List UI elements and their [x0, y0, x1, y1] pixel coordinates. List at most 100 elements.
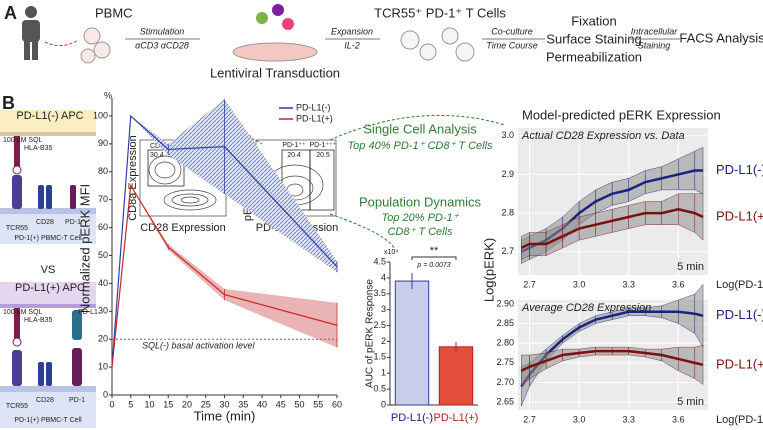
y-tick-label: 20 [98, 334, 108, 344]
error-band [168, 99, 225, 195]
y-tick-label: 0 [381, 399, 386, 409]
y-tick-label: 50 [98, 250, 108, 260]
significance: ** [430, 245, 439, 257]
x-tick-label: 3.3 [622, 279, 635, 289]
x-tick-label: 35 [238, 399, 248, 409]
bar [394, 280, 430, 406]
y-tick-label: 100 [93, 110, 108, 120]
y-tick-label: 0 [103, 389, 108, 399]
error-band [224, 288, 337, 348]
annotation: Top 40% PD-1⁺ CD8⁺ T Cells [347, 140, 493, 152]
cell-label: CD28 [36, 219, 54, 226]
error-band [130, 115, 169, 156]
legend-label: PD-L1(+) [716, 356, 763, 371]
cell-label: 100 µM SQL [3, 309, 43, 316]
x-tick-label: 2.7 [523, 279, 536, 289]
annotation: 5 min [677, 261, 704, 273]
gate-value: 30.4 [150, 152, 164, 159]
y-tick-label: 2.8 [501, 207, 514, 217]
cell-label: HLA-B35 [24, 317, 53, 324]
series-line [520, 349, 704, 372]
cell-label: PD-1(+) PBMC-T Cell [14, 417, 82, 424]
annotation: Single Cell Analysis [363, 121, 477, 136]
panel-label: B [2, 93, 15, 113]
gate-label: CD8⁺ [150, 143, 168, 150]
step-label: Fixation [571, 13, 617, 28]
y-tick-label: 70 [98, 194, 108, 204]
y-tick-label: 2.75 [496, 357, 514, 367]
annotation: SQL(-) basal activation level [142, 341, 256, 351]
step-label: TCR55⁺ PD-1⁺ T Cells [374, 5, 506, 20]
virus-icons [256, 4, 294, 30]
y-tick-label: 60 [98, 222, 108, 232]
gate-label: PD-1⁺⁺ [282, 142, 306, 149]
error-band [130, 185, 169, 250]
gate-value: 20.5 [316, 152, 330, 159]
axis-title: AUC of pERK Response [365, 279, 376, 388]
cell-label: TCR55 [6, 225, 28, 232]
y-tick-label: 2.5 [373, 320, 386, 330]
versus: VS [41, 264, 56, 276]
y-unit: % [104, 90, 112, 100]
step-label: Permeabilization [546, 49, 642, 64]
x-tick-label: 50 [294, 399, 304, 409]
error-band [168, 244, 225, 301]
step-label: Lentiviral Transduction [210, 65, 340, 80]
y-tick-label: 1.5 [373, 352, 386, 362]
series-line [111, 183, 338, 368]
cell-label: 100 µM SQL [3, 137, 43, 144]
legend-label: PD-L1(-) [716, 307, 763, 322]
cell-label: PD-L1(+) APC [15, 282, 85, 294]
chart-title: Model-predicted pERK Expression [522, 107, 721, 122]
y-tick-label: 2.80 [496, 338, 514, 348]
y-tick-label: 90 [98, 138, 108, 148]
cell-label: PD-1 [69, 397, 85, 404]
x-tick-label: PD-L1(-) [391, 412, 433, 424]
x-tick-label: 45 [276, 399, 286, 409]
bar [438, 346, 474, 406]
legend-label: PD-L1(+) [716, 208, 763, 223]
gate-value: 20.4 [287, 152, 301, 159]
axis-title: CD28 Expression [140, 222, 226, 234]
arrow [44, 39, 79, 46]
x-tick-label: 20 [182, 399, 192, 409]
cell-label: CD28 [36, 397, 54, 404]
error-band [694, 193, 704, 241]
axis-title: Log(pERK) [481, 238, 496, 302]
cell-diagram [0, 110, 96, 244]
legend-label: PD-L1(-) [296, 102, 331, 112]
cell-label: PD-L1 [78, 309, 98, 316]
x-tick-label: 3.6 [672, 414, 685, 424]
petri-dish [232, 42, 318, 62]
y-tick-label: 2.70 [496, 377, 514, 387]
cell-label: PD-L1(-) APC [16, 110, 83, 122]
x-tick-label: 30 [219, 399, 229, 409]
y-tick-label: 30 [98, 306, 108, 316]
step-label: Co-culture [491, 26, 533, 36]
person-icon [22, 6, 40, 60]
step-label: αCD3 αCD28 [135, 40, 189, 50]
y-tick-label: 3 [381, 304, 386, 314]
cell-label: PD-1(+) PBMC-T Cell [14, 235, 82, 242]
step-label: FACS Analysis [679, 30, 763, 45]
y-tick-label: 2 [381, 336, 386, 346]
annotation: Top 20% PD-1⁺ [382, 212, 460, 224]
step-label: Staining [638, 40, 671, 50]
x-tick-label: 3.3 [622, 414, 635, 424]
cell-label: PD-1 [65, 219, 81, 226]
step-label: Expansion [331, 26, 373, 36]
axis-title: Time (min) [194, 408, 256, 423]
y-tick-label: 2.65 [496, 397, 514, 407]
series-line [520, 207, 704, 250]
gate-label: PD-1⁺⁺⁺ [309, 142, 336, 149]
chart-subtitle: Actual CD28 Expression vs. Data [521, 130, 685, 142]
y-tick-label: 40 [98, 278, 108, 288]
series-line [111, 114, 338, 368]
x-tick-label: 25 [201, 399, 211, 409]
step-label: IL-2 [344, 40, 360, 50]
y-tick-label: 3.0 [501, 130, 514, 140]
annotation: 5 min [677, 396, 704, 408]
x-tick-label: 40 [257, 399, 267, 409]
step-label: PBMC [95, 5, 133, 20]
